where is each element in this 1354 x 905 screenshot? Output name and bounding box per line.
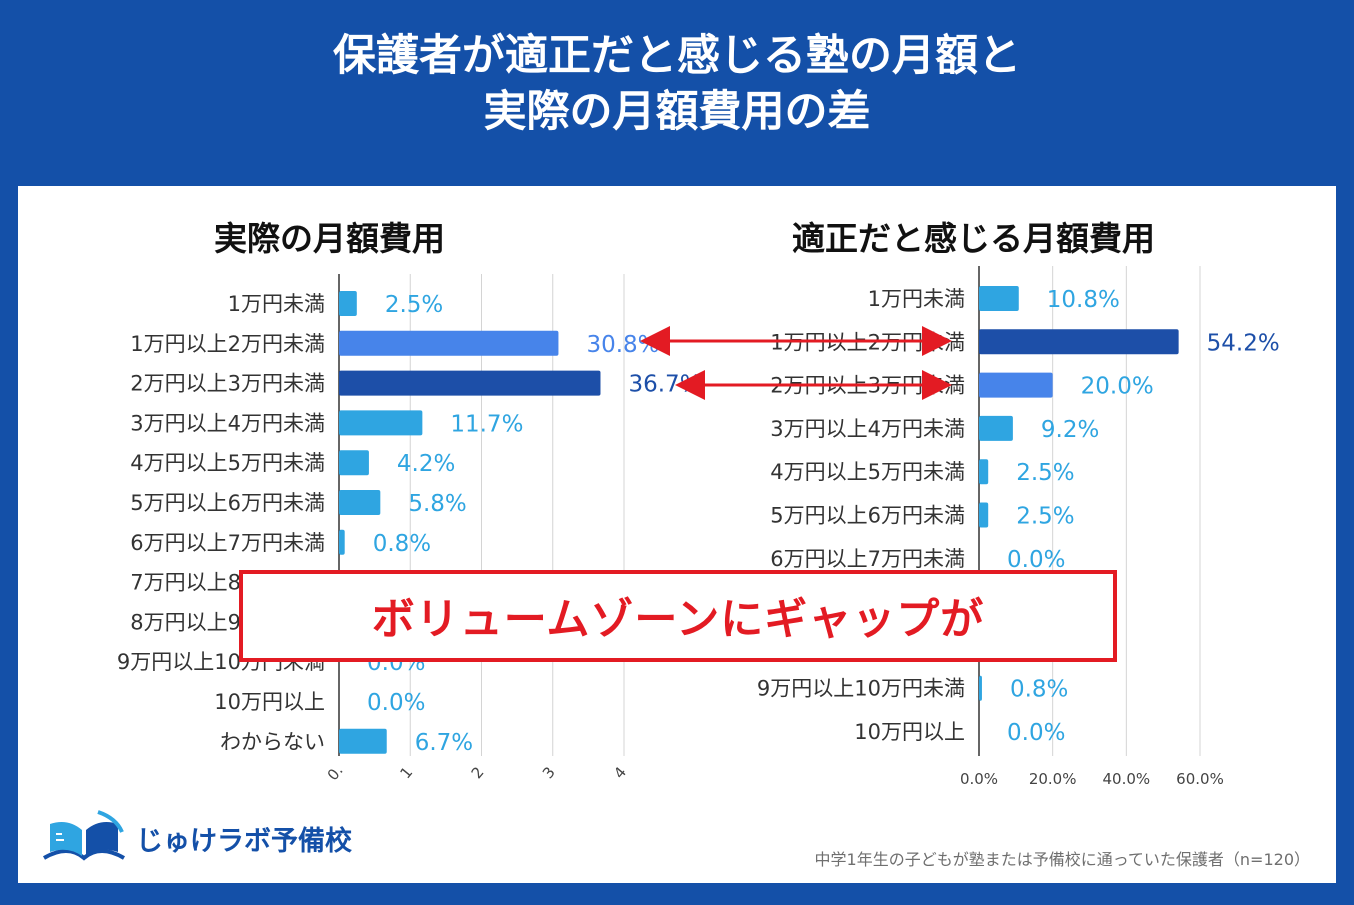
left-chart-title: 実際の月額費用 (214, 219, 445, 258)
right-category-label: 9万円以上10万円未満 (757, 677, 965, 701)
right-category-label: 1万円未満 (868, 287, 965, 311)
right-x-tick-label: 20.0% (1029, 770, 1077, 788)
right-value-label: 20.0% (1081, 374, 1154, 400)
right-category-label: 5万円以上6万円未満 (770, 504, 965, 528)
left-value-label: 2.5% (385, 292, 443, 318)
right-bar (979, 675, 982, 701)
left-value-label: 0.0% (367, 690, 425, 716)
right-bar (979, 329, 1179, 355)
brand-logo: じゅけラボ予備校 (38, 808, 352, 868)
right-value-label: 0.0% (1007, 720, 1065, 746)
right-bar (979, 459, 989, 485)
left-bar (339, 370, 601, 396)
left-category-label: 6万円以上7万円未満 (130, 531, 325, 555)
left-category-label: 10万円以上 (214, 690, 325, 714)
right-category-label: 10万円以上 (854, 720, 965, 744)
logo-text: じゅけラボ予備校 (136, 825, 352, 857)
left-bar (339, 410, 423, 436)
right-chart-title: 適正だと感じる月額費用 (792, 219, 1155, 258)
right-value-label: 0.8% (1010, 677, 1068, 703)
right-category-label: 6万円以上7万円未満 (770, 547, 965, 571)
left-value-label: 0.8% (373, 531, 431, 557)
left-x-tick-label: 2 (468, 763, 488, 782)
page-title: 保護者が適正だと感じる塾の月額と 実際の月額費用の差 (0, 28, 1354, 140)
right-value-label: 2.5% (1016, 460, 1074, 486)
left-bar (339, 450, 369, 476)
title-line-1: 保護者が適正だと感じる塾の月額と (333, 31, 1021, 81)
right-x-tick-label: 40.0% (1103, 770, 1151, 788)
left-bar (339, 330, 559, 356)
right-bar (979, 286, 1019, 311)
left-category-label: 1万円以上2万円未満 (130, 332, 325, 356)
right-category-label: 4万円以上5万円未満 (770, 460, 965, 484)
left-value-label: 4.2% (397, 451, 455, 477)
right-x-tick-label: 0.0% (960, 770, 998, 788)
left-category-label: 1万円未満 (228, 292, 325, 316)
right-bar (979, 415, 1013, 441)
right-value-label: 9.2% (1041, 417, 1099, 443)
right-bar (979, 502, 989, 528)
left-bar (339, 728, 387, 754)
left-category-label: 2万円以上3万円未満 (130, 372, 325, 396)
right-category-label: 3万円以上4万円未満 (770, 417, 965, 441)
left-value-label: 30.8% (586, 332, 659, 358)
gap-callout: ボリュームゾーンにギャップが (239, 570, 1117, 662)
left-x-tick-label: 4 (610, 763, 630, 782)
left-bar (339, 291, 357, 316)
left-bar (339, 529, 345, 555)
sample-footnote: 中学1年生の子どもが塾または予備校に通っていた保護者（n=120） (814, 850, 1310, 869)
left-category-label: 5万円以上6万円未満 (130, 491, 325, 515)
left-value-label: 11.7% (450, 411, 523, 437)
left-value-label: 5.8% (408, 491, 466, 517)
right-value-label: 2.5% (1016, 504, 1074, 530)
right-x-tick-label: 60.0% (1176, 770, 1224, 788)
right-value-label: 54.2% (1207, 330, 1280, 356)
callout-text: ボリュームゾーンにギャップが (371, 595, 985, 645)
charts-svg: 0. 1 2 3 4 1万円未満 2.5% 1万円以上2万円未満 30.8% 2万円以上3万円未満… (117, 266, 1280, 788)
left-category-label: 4万円以上5万円未満 (130, 451, 325, 475)
left-value-label: 6.7% (415, 730, 473, 756)
title-line-2: 実際の月額費用の差 (483, 87, 871, 137)
right-value-label: 10.8% (1047, 287, 1120, 313)
open-book-icon (42, 810, 126, 861)
right-value-label: 0.0% (1007, 547, 1065, 573)
left-category-label: わからない (220, 730, 325, 754)
left-category-label: 3万円以上4万円未満 (130, 411, 325, 435)
chart-panel: 実際の月額費用 適正だと感じる月額費用 0. 1 2 3 4 1万円未満 2.5% 1万円以上… (18, 186, 1336, 883)
left-x-tick-label: 1 (396, 763, 416, 782)
left-x-tick-label: 0. (324, 762, 347, 785)
left-bar (339, 490, 381, 515)
right-bar (979, 372, 1053, 398)
left-x-tick-label: 3 (539, 763, 559, 782)
